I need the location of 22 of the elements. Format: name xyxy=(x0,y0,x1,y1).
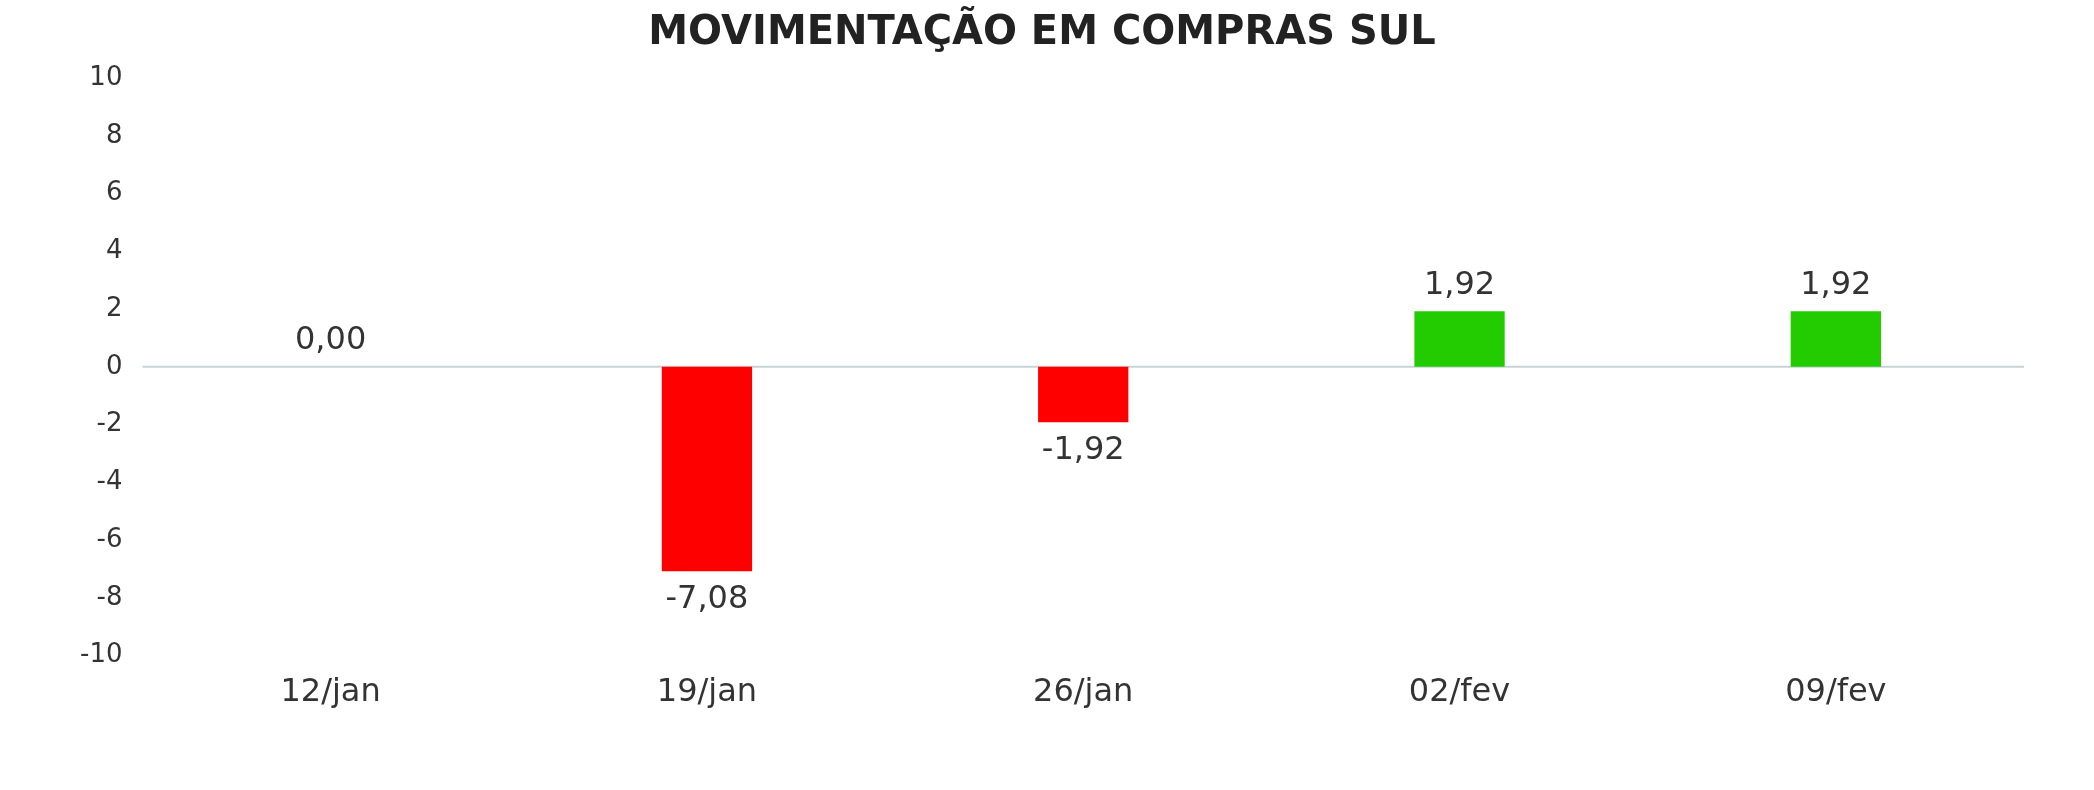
y-tick-label: -6 xyxy=(96,522,123,553)
y-tick-label: -8 xyxy=(96,580,123,611)
data-label: 1,92 xyxy=(1800,263,1872,302)
x-tick-label: 02/fev xyxy=(1408,671,1511,710)
x-tick-label: 12/jan xyxy=(280,671,381,710)
x-tick-label: 26/jan xyxy=(1033,671,1134,710)
data-label: 0,00 xyxy=(294,319,367,358)
data-label: 1,92 xyxy=(1423,263,1496,302)
y-tick-label: 0 xyxy=(105,349,123,380)
y-tick-label: -4 xyxy=(96,465,123,496)
x-tick-label: 09/fev xyxy=(1785,671,1887,710)
y-tick-label: 10 xyxy=(89,60,123,91)
y-tick-label: -2 xyxy=(96,407,123,438)
y-tick-label: 4 xyxy=(105,234,123,265)
y-tick-label: 6 xyxy=(105,176,123,207)
y-tick-label: -10 xyxy=(80,638,123,669)
data-label: -7,08 xyxy=(665,577,749,616)
y-tick-label: 2 xyxy=(105,291,123,322)
y-tick-label: 8 xyxy=(105,118,123,149)
chart-title: MOVIMENTAÇÃO EM COMPRAS SUL xyxy=(648,5,1436,54)
data-label: -1,92 xyxy=(1041,428,1125,467)
x-tick-label: 19/jan xyxy=(656,671,758,710)
